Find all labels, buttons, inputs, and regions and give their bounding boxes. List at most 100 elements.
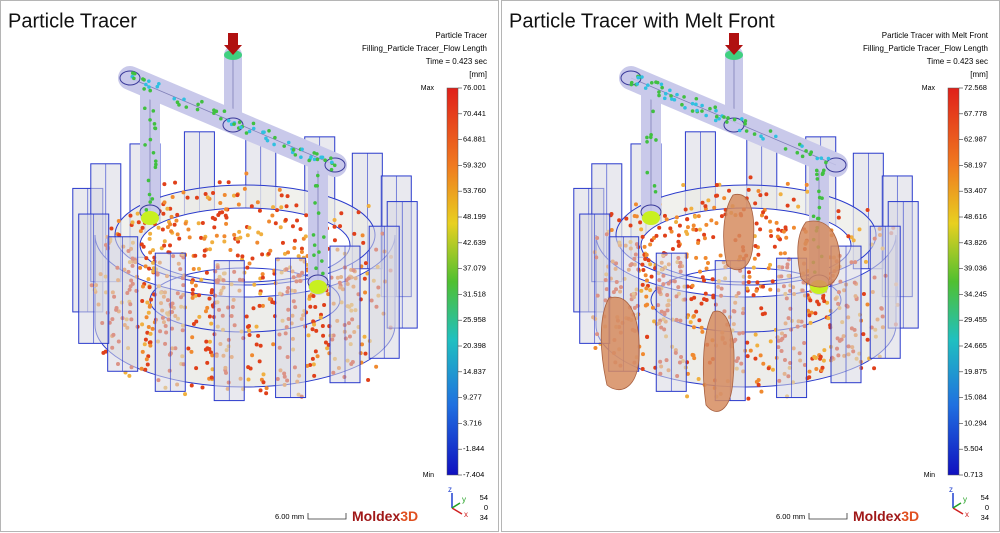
particle xyxy=(175,212,180,217)
particle xyxy=(286,250,291,255)
particle xyxy=(759,213,764,218)
particle xyxy=(861,332,866,337)
color-bar-label: 15.084 xyxy=(964,393,987,402)
result-header: [mm] xyxy=(469,70,487,79)
particle xyxy=(633,202,638,207)
particle xyxy=(645,170,650,175)
particle xyxy=(258,388,263,393)
particle xyxy=(222,109,227,114)
particle xyxy=(147,236,152,241)
color-bar-label: 58.197 xyxy=(964,160,987,169)
scale-bar xyxy=(808,513,848,520)
particle xyxy=(821,358,826,363)
particle xyxy=(217,180,222,185)
particle xyxy=(189,349,194,354)
particle xyxy=(258,343,263,348)
particle xyxy=(366,378,371,383)
particle xyxy=(330,160,334,165)
particle xyxy=(256,230,261,235)
particle xyxy=(652,184,657,188)
particle xyxy=(303,234,308,239)
particle xyxy=(296,254,301,259)
color-bar-label: 72.568 xyxy=(964,83,987,92)
particle xyxy=(644,278,649,283)
particle xyxy=(321,271,325,276)
particle xyxy=(783,147,788,151)
particle xyxy=(323,158,327,163)
particle xyxy=(148,231,153,236)
particle xyxy=(329,167,334,172)
particle xyxy=(151,260,156,265)
particle xyxy=(713,118,718,123)
particle xyxy=(774,134,778,139)
particle xyxy=(260,275,265,280)
particle xyxy=(209,290,214,295)
particle xyxy=(181,190,186,195)
particle xyxy=(157,81,161,86)
particle xyxy=(144,357,149,362)
max-label: Max xyxy=(421,85,435,92)
particle xyxy=(668,88,672,93)
particle xyxy=(264,391,269,396)
particle xyxy=(219,116,223,121)
particle xyxy=(705,260,710,265)
particle xyxy=(756,378,761,383)
particle xyxy=(714,108,718,113)
view-angle: 0 xyxy=(484,503,488,512)
particle xyxy=(316,211,321,215)
particle xyxy=(203,309,208,314)
particle xyxy=(212,225,217,230)
particle xyxy=(791,197,796,202)
particle xyxy=(706,198,711,203)
particle xyxy=(639,227,644,232)
particle xyxy=(609,228,614,233)
particle xyxy=(144,315,149,320)
particle xyxy=(751,265,756,270)
particle xyxy=(758,227,763,232)
particle xyxy=(148,88,153,93)
color-bar-label: 42.639 xyxy=(463,238,486,247)
particle xyxy=(310,327,315,332)
particle xyxy=(298,227,303,232)
particle xyxy=(148,331,153,336)
particle xyxy=(756,252,761,257)
particle xyxy=(674,215,679,220)
particle xyxy=(365,271,370,276)
particle xyxy=(199,277,204,282)
color-bar-label: 0.713 xyxy=(964,470,983,479)
color-bar-label: 39.036 xyxy=(964,264,987,273)
particle xyxy=(217,210,222,215)
particle xyxy=(693,214,698,219)
view-angle: 34 xyxy=(981,513,989,522)
particle xyxy=(261,130,265,135)
particle xyxy=(210,367,215,372)
particle xyxy=(224,221,229,226)
particle xyxy=(232,232,237,237)
particle xyxy=(808,320,813,325)
particle xyxy=(267,297,272,302)
particle xyxy=(280,240,285,245)
particle xyxy=(814,168,819,173)
particle xyxy=(255,240,260,245)
particle xyxy=(639,288,644,293)
particle xyxy=(690,109,695,113)
particle xyxy=(662,213,667,218)
result-header: Filling_Particle Tracer_Flow Length xyxy=(362,44,487,53)
particle xyxy=(238,235,243,240)
particle xyxy=(746,280,751,285)
particle xyxy=(307,158,311,163)
particle xyxy=(857,227,862,232)
particle xyxy=(138,265,143,270)
particle xyxy=(209,321,214,326)
particle xyxy=(694,96,699,101)
particle xyxy=(718,253,723,258)
particle xyxy=(851,238,856,243)
particle xyxy=(148,137,153,142)
particle xyxy=(132,76,136,81)
particle xyxy=(226,180,231,185)
particle xyxy=(143,367,148,372)
color-bar-label: 20.398 xyxy=(463,341,486,350)
particle xyxy=(174,218,179,223)
particle xyxy=(739,117,744,121)
particle xyxy=(247,324,252,329)
